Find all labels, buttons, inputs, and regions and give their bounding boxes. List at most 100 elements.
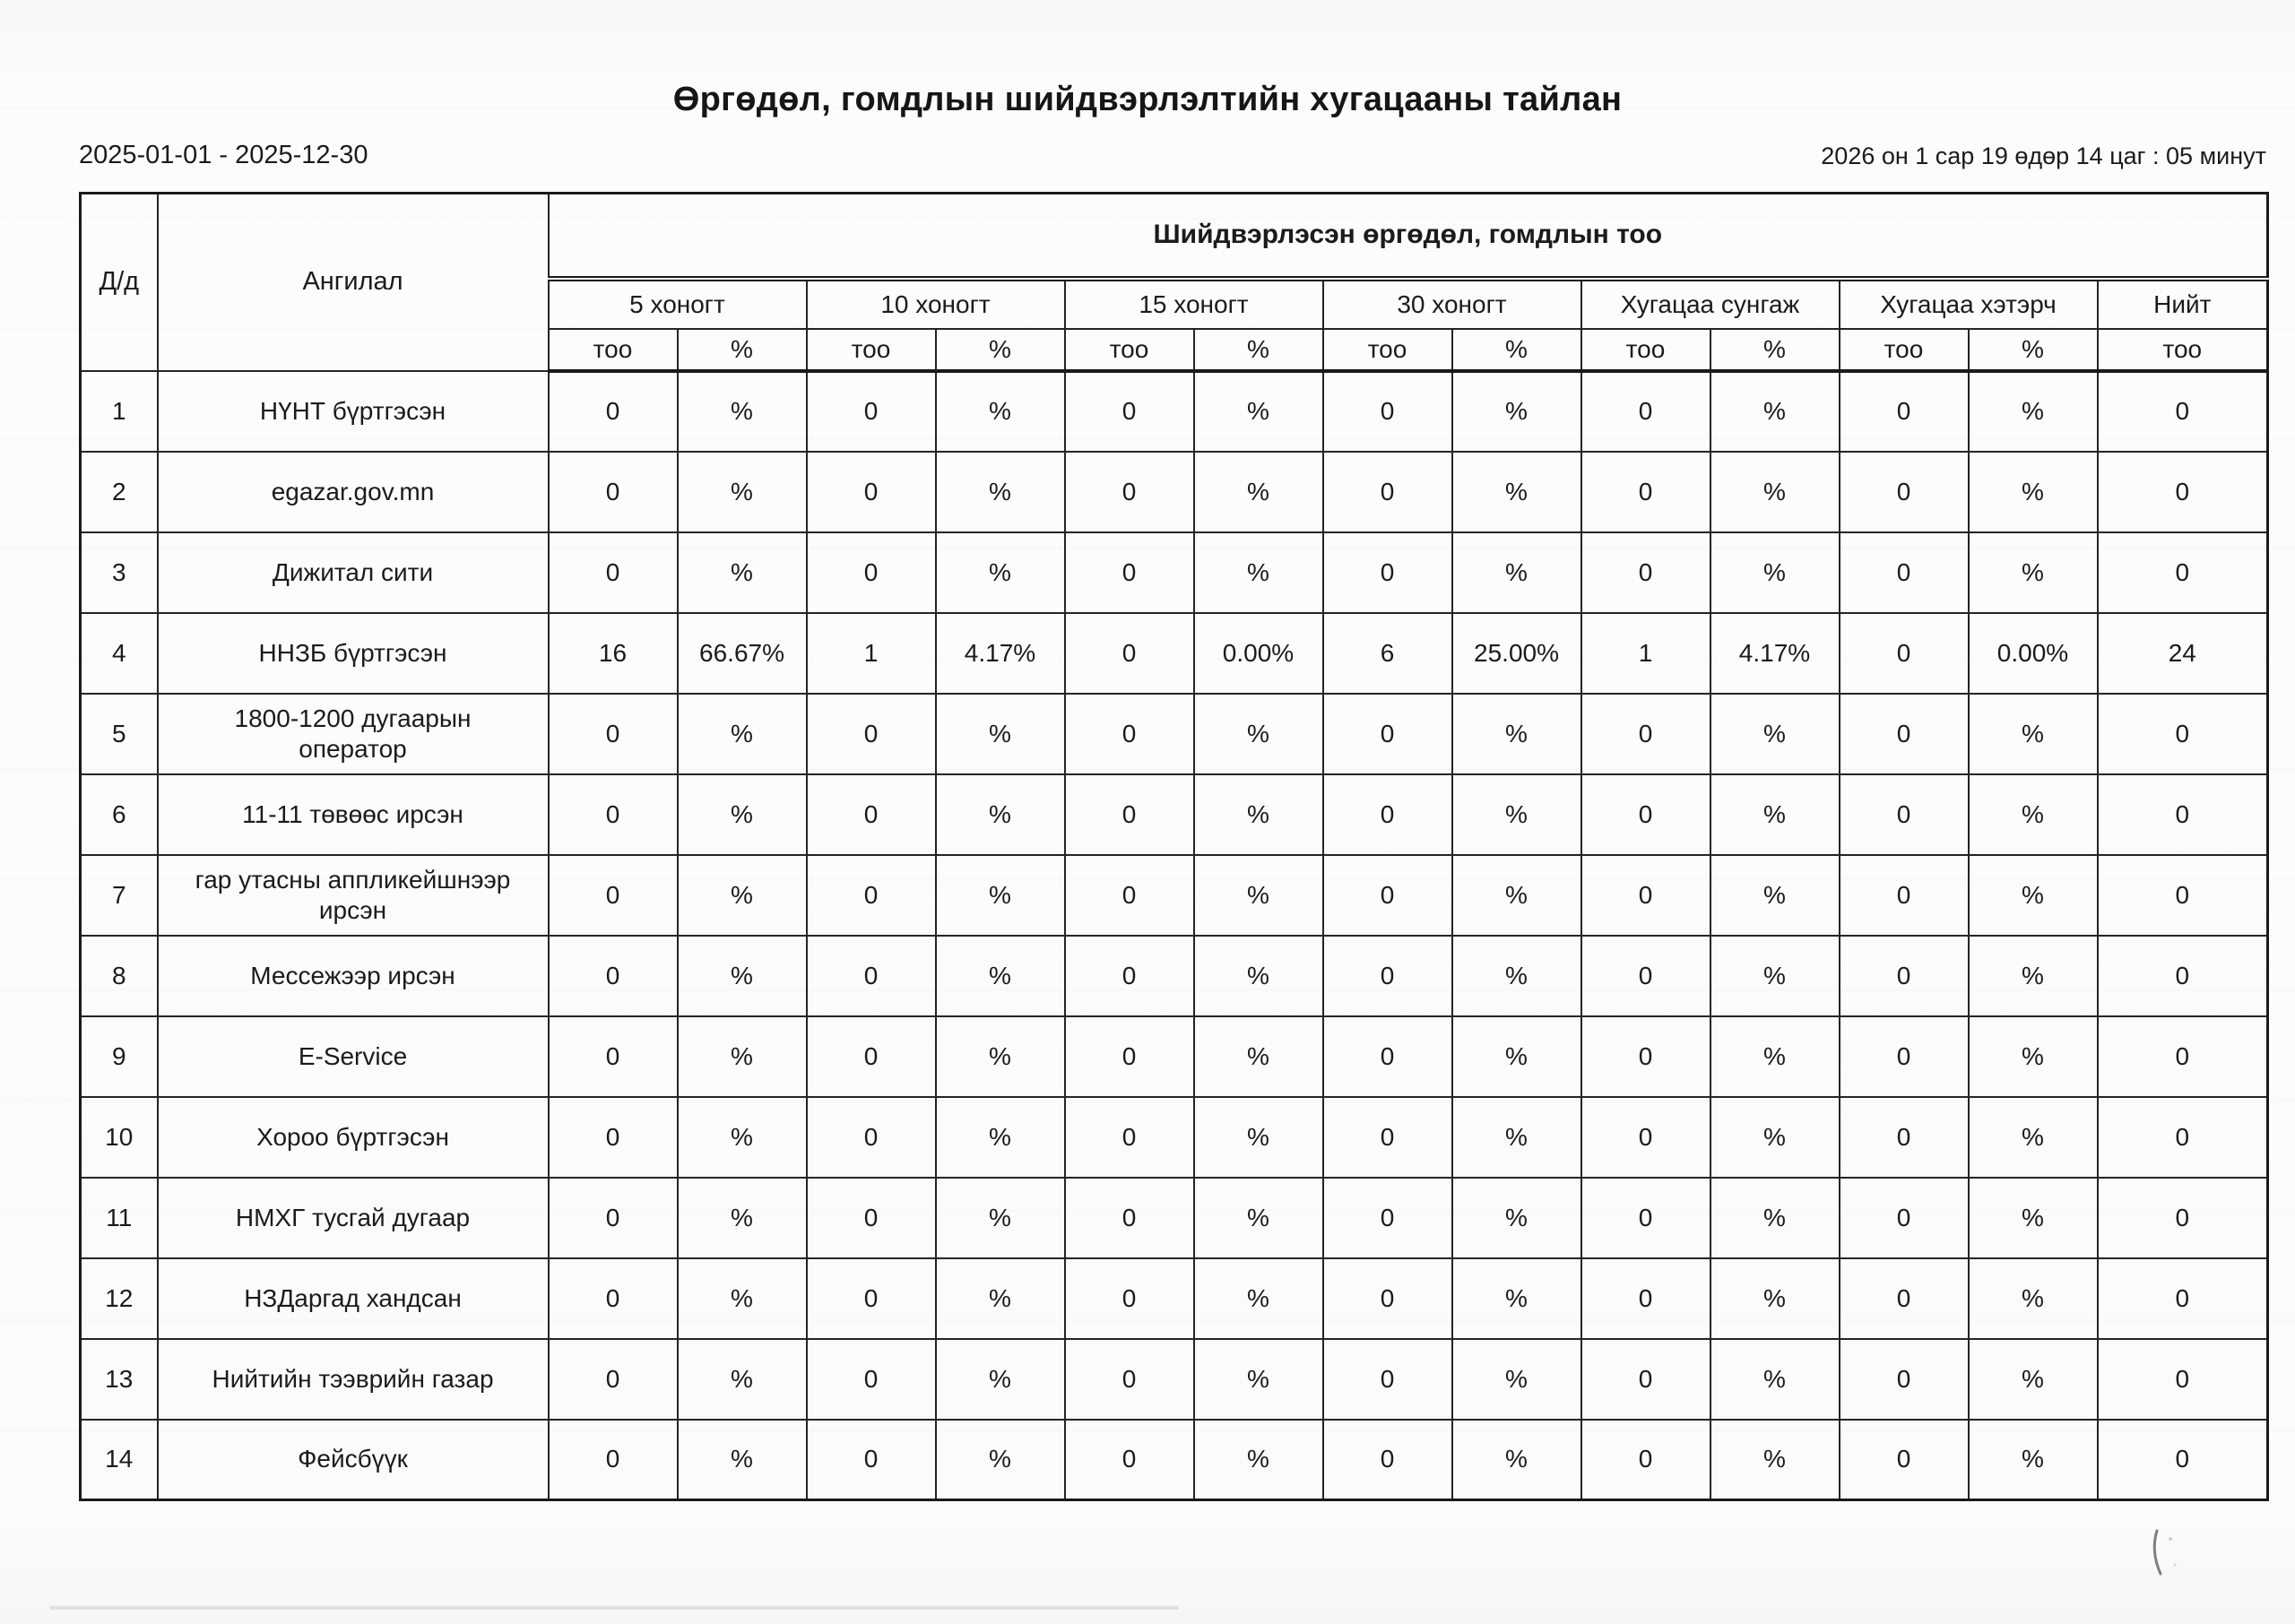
cell-percent: %: [1451, 1015, 1582, 1098]
cell-percent: %: [676, 773, 808, 856]
cell-percent: %: [1192, 1418, 1324, 1501]
cell-percent: %: [1967, 1257, 2099, 1340]
cell-percent: %: [676, 369, 808, 453]
row-category: Дижитал сити: [156, 531, 550, 614]
cell-count: 0: [1580, 853, 1711, 937]
cell-count: 0: [805, 1015, 937, 1098]
col-sub-count: тоо: [547, 327, 679, 373]
cell-count: 0: [1580, 934, 1711, 1017]
cell-count: 0: [1580, 692, 1711, 775]
col-group-15-days: 15 хоногт: [1063, 277, 1324, 330]
cell-count: 0: [805, 773, 937, 856]
row-index: 5: [79, 692, 159, 775]
cell-percent: %: [1709, 773, 1840, 856]
cell-percent: %: [1451, 1337, 1582, 1421]
cell-percent: %: [1709, 1257, 1840, 1340]
cell-count: 0: [805, 1337, 937, 1421]
cell-percent: %: [1451, 369, 1582, 453]
cell-count: 0: [1838, 611, 1970, 695]
cell-percent: %: [1709, 1095, 1840, 1179]
row-category: НЗДаргад хандсан: [156, 1257, 550, 1340]
cell-total-count: 0: [2096, 1015, 2269, 1098]
cell-count: 0: [1580, 531, 1711, 614]
cell-count: 0: [547, 1095, 679, 1179]
cell-percent: %: [1192, 853, 1324, 937]
table-row: 6 11-11 төвөөс ирсэн 0% 0% 0% 0% 0% 0% 0: [79, 773, 2269, 856]
cell-count: 0: [1838, 1015, 1970, 1098]
cell-count: 0: [547, 531, 679, 614]
cell-percent: %: [934, 773, 1066, 856]
col-sub-percent: %: [676, 327, 808, 373]
cell-count: 0: [1063, 773, 1195, 856]
cell-percent: %: [934, 1095, 1066, 1179]
cell-percent: %: [1967, 531, 2099, 614]
cell-percent: %: [934, 1257, 1066, 1340]
cell-count: 0: [805, 853, 937, 937]
table-row: 10 Хороо бүртгэсэн 0% 0% 0% 0% 0% 0% 0: [79, 1095, 2269, 1179]
table-row: 11 НМХГ тусгай дугаар 0% 0% 0% 0% 0% 0% 0: [79, 1176, 2269, 1259]
cell-percent: %: [1967, 1095, 2099, 1179]
cell-percent: %: [676, 1337, 808, 1421]
col-sub-percent: %: [934, 327, 1066, 373]
cell-percent: %: [1967, 1337, 2099, 1421]
cell-percent: %: [1451, 1095, 1582, 1179]
cell-percent: %: [1192, 1176, 1324, 1259]
cell-percent: %: [934, 1337, 1066, 1421]
row-index: 14: [79, 1418, 159, 1501]
table-row: 1 НҮНТ бүртгэсэн 0% 0% 0% 0% 0% 0% 0: [79, 369, 2269, 453]
col-sub-count: тоо: [1580, 327, 1711, 373]
cell-count: 0: [1063, 1337, 1195, 1421]
cell-count: 0: [805, 1176, 937, 1259]
cell-count: 0: [1580, 1337, 1711, 1421]
cell-total-count: 0: [2096, 692, 2269, 775]
cell-count: 0: [1838, 773, 1970, 856]
cell-percent: %: [934, 531, 1066, 614]
cell-count: 0: [1838, 450, 1970, 533]
cell-count: 0: [1838, 531, 1970, 614]
cell-count: 1: [805, 611, 937, 695]
cell-percent: %: [1967, 692, 2099, 775]
cell-percent: %: [1451, 450, 1582, 533]
cell-count: 0: [1063, 1257, 1195, 1340]
cell-count: 0: [805, 934, 937, 1017]
pen-mark-artifact: [2152, 1529, 2177, 1576]
cell-count: 0: [1321, 369, 1453, 453]
cell-count: 0: [1063, 611, 1195, 695]
row-category: гар утасны аппликейшнээр ирсэн: [156, 853, 550, 937]
cell-percent: %: [1451, 1418, 1582, 1501]
report-meta: 2025-01-01 - 2025-12-30 2026 он 1 сар 19…: [79, 137, 2266, 170]
cell-count: 0: [1580, 1418, 1711, 1501]
table-row: 4 ННЗБ бүртгэсэн 16 66.67% 1 4.17% 0 0.00% 6 25.0…: [79, 611, 2269, 695]
table-row: 14 Фейсбүүк 0% 0% 0% 0% 0% 0% 0: [79, 1418, 2269, 1501]
cell-percent: %: [934, 934, 1066, 1017]
cell-count: 0: [1838, 1418, 1970, 1501]
cell-count: 0: [547, 1418, 679, 1501]
cell-count: 0: [805, 1257, 937, 1340]
col-group-30-days: 30 хоногт: [1321, 277, 1582, 330]
row-index: 12: [79, 1257, 159, 1340]
cell-percent: %: [676, 1176, 808, 1259]
cell-percent: %: [1709, 1418, 1840, 1501]
cell-count: 0: [1063, 450, 1195, 533]
cell-percent: %: [1967, 450, 2099, 533]
cell-percent: %: [1451, 1257, 1582, 1340]
cell-percent: %: [1967, 853, 2099, 937]
cell-count: 0: [547, 773, 679, 856]
cell-count: 0: [547, 450, 679, 533]
cell-count: 0: [547, 1015, 679, 1098]
cell-count: 0: [1321, 1176, 1453, 1259]
table-row: 8 Мессежээр ирсэн 0% 0% 0% 0% 0% 0% 0: [79, 934, 2269, 1017]
col-sub-count: тоо: [1321, 327, 1453, 373]
cell-count: 0: [805, 692, 937, 775]
cell-count: 0: [1838, 853, 1970, 937]
header-row-subcolumns: тоо % тоо % тоо % тоо % тоо % тоо % тоо: [81, 327, 2269, 373]
col-sub-percent: %: [1967, 327, 2099, 373]
cell-percent: %: [676, 1418, 808, 1501]
cell-total-count: 0: [2096, 773, 2269, 856]
cell-total-count: 0: [2096, 531, 2269, 614]
row-index: 6: [79, 773, 159, 856]
cell-percent: %: [1967, 1015, 2099, 1098]
row-category: Мессежээр ирсэн: [156, 934, 550, 1017]
cell-count: 0: [1321, 1337, 1453, 1421]
cell-percent: %: [1192, 773, 1324, 856]
